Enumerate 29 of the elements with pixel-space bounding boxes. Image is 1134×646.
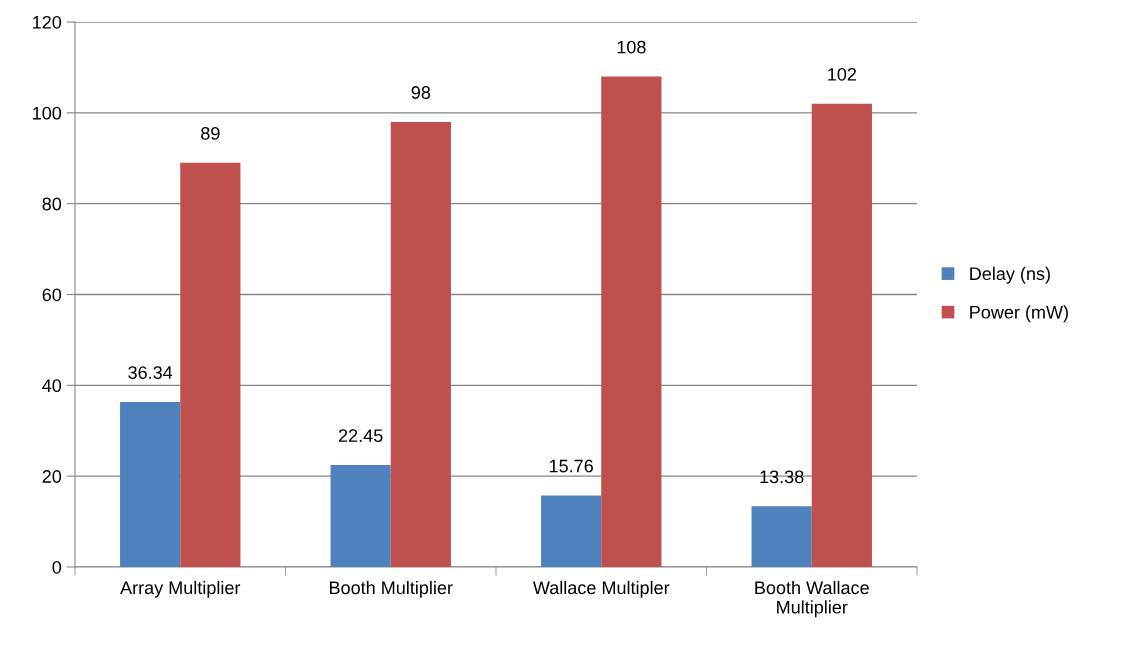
bar (180, 162, 241, 567)
legend-label: Power (mW) (970, 305, 1068, 323)
data-label: 89 (201, 126, 220, 140)
data-label: 15.76 (549, 459, 593, 473)
y-tick-label: 40 (42, 379, 62, 393)
y-tick-label: 120 (33, 15, 62, 29)
y-tick-label: 20 (42, 470, 62, 483)
data-label: 22.45 (338, 429, 383, 443)
data-label: 108 (617, 40, 646, 54)
data-label: 102 (828, 67, 857, 81)
bar (811, 103, 872, 567)
x-tick-label: Booth Multiplier (330, 580, 453, 598)
bar (390, 121, 451, 567)
data-label: 13.38 (760, 470, 804, 484)
bar (751, 506, 812, 567)
y-tick-label: 60 (42, 288, 62, 302)
x-tick-label: Booth Wallace Multiplier (755, 580, 869, 618)
bar (120, 401, 181, 567)
x-tick-label: Wallace Multipler (532, 580, 670, 598)
y-tick-label: 80 (42, 197, 62, 211)
bar (601, 76, 662, 567)
legend-label: Delay (ns) (970, 266, 1050, 284)
x-tick-label: Array Multiplier (120, 580, 241, 598)
y-tick-label: 0 (52, 560, 62, 574)
data-label: 36.34 (128, 366, 173, 379)
data-label: 98 (411, 86, 431, 99)
bar (330, 465, 391, 567)
y-tick-label: 100 (33, 106, 62, 120)
bar (541, 495, 602, 567)
